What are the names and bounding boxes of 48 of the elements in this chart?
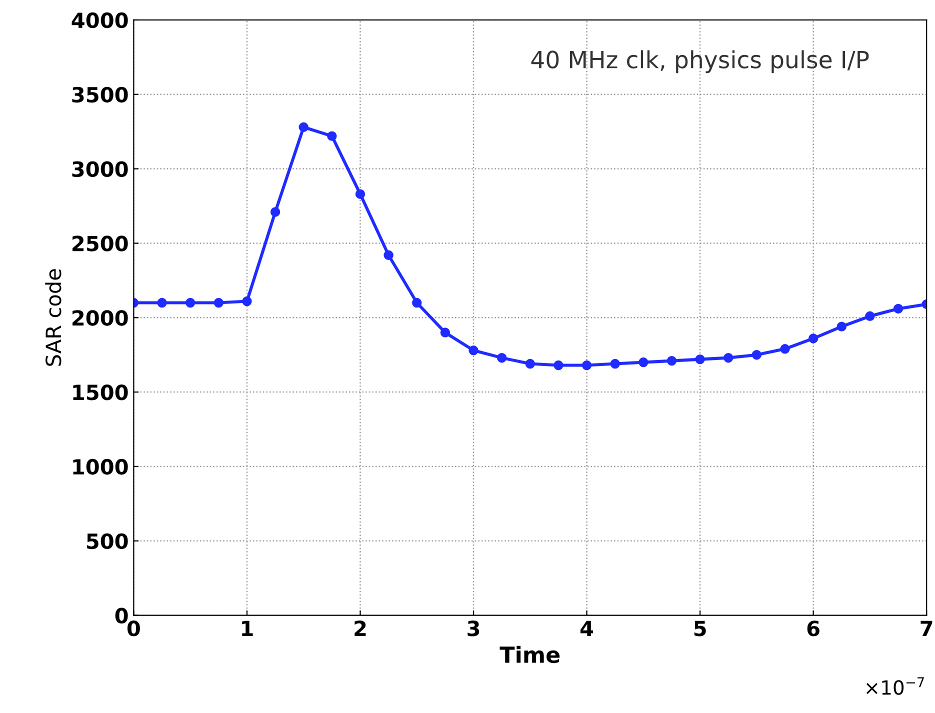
point bbox=[836, 322, 846, 332]
point bbox=[185, 298, 196, 308]
x-tick-label: 0 bbox=[127, 620, 140, 636]
point bbox=[298, 122, 308, 132]
point bbox=[327, 131, 337, 141]
point bbox=[610, 358, 620, 369]
y-tick-label: 3000 bbox=[72, 161, 128, 178]
y-tick-label: 1500 bbox=[73, 384, 128, 400]
point bbox=[582, 360, 592, 370]
point bbox=[468, 346, 478, 356]
y-tick-label: 500 bbox=[86, 533, 128, 550]
x-tick-label: 4 bbox=[580, 620, 594, 636]
point bbox=[384, 250, 394, 260]
x-tick-label: 5 bbox=[694, 620, 706, 636]
point bbox=[214, 298, 224, 308]
y-axis-title: SAR code bbox=[45, 269, 62, 366]
point bbox=[865, 311, 875, 322]
x-tick-label: 7 bbox=[920, 620, 932, 636]
y-tick-label: 0 bbox=[115, 608, 128, 624]
x-tick-label: 3 bbox=[468, 620, 480, 636]
point bbox=[157, 298, 167, 308]
point bbox=[752, 350, 762, 360]
point bbox=[638, 357, 648, 368]
x-tick-label: 6 bbox=[807, 620, 820, 636]
point bbox=[440, 328, 450, 338]
point bbox=[554, 360, 564, 370]
x-axis-title: Time bbox=[500, 646, 560, 664]
y-tick-label: 3500 bbox=[72, 86, 128, 103]
x-tick-label: 2 bbox=[354, 620, 366, 636]
point bbox=[525, 358, 536, 369]
point bbox=[270, 207, 280, 217]
point bbox=[780, 344, 790, 354]
x-tick-label: 1 bbox=[242, 620, 253, 636]
text: ×10$^{−7}$ bbox=[866, 677, 924, 695]
point bbox=[695, 354, 705, 364]
point bbox=[242, 296, 252, 306]
point bbox=[893, 304, 904, 314]
point bbox=[412, 298, 422, 308]
point bbox=[355, 189, 366, 199]
point bbox=[496, 352, 507, 363]
y-tick-label: 2000 bbox=[72, 310, 128, 326]
y-tick-label: 2500 bbox=[72, 236, 128, 252]
y-tick-label: 4000 bbox=[72, 12, 128, 28]
y-tick-label: 1000 bbox=[73, 458, 128, 475]
point bbox=[808, 334, 818, 344]
point bbox=[666, 356, 677, 366]
annotation: 40 MHz clk, physics pulse I/P bbox=[531, 50, 869, 74]
point bbox=[724, 352, 734, 363]
